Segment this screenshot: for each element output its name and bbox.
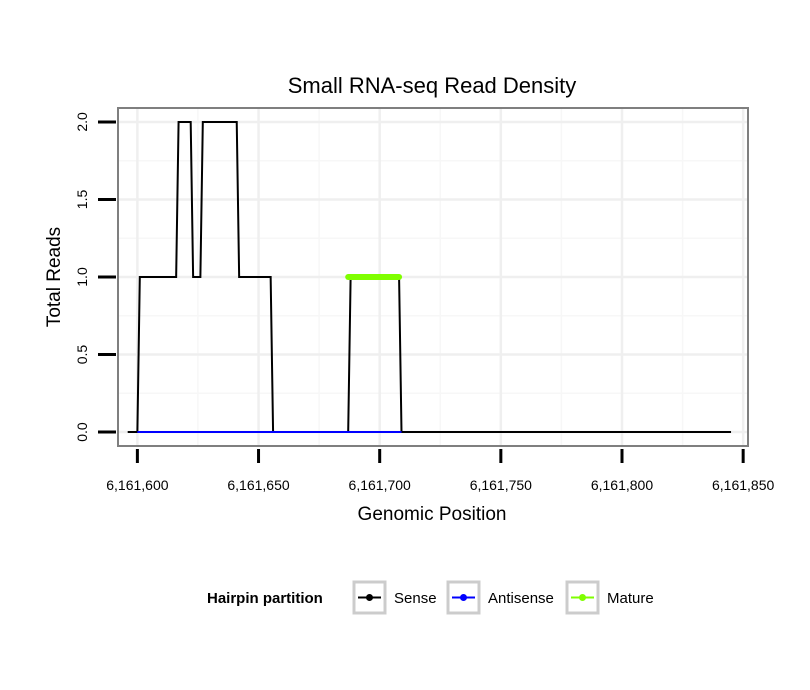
y-tick-label: 0.5 [74,345,90,365]
legend-key-point [579,594,586,601]
y-axis-title: Total Reads [44,227,65,327]
legend-label: Sense [394,590,437,607]
panel-border [117,107,749,447]
legend-label: Mature [607,590,654,607]
x-axis: 6,161,600 6,161,650 6,161,700 6,161,750 6,16… [106,449,775,493]
x-tick-label: 6,161,850 [712,477,774,493]
x-tick-label: 6,161,600 [106,477,168,493]
x-axis-title: Genomic Position [358,504,507,525]
y-tick-label: 0.0 [74,422,90,442]
legend-entry-sense: Sense [352,580,437,615]
legend-title: Hairpin partition [207,590,323,607]
legend-key-point [366,594,373,601]
x-tick-label: 6,161,700 [349,477,411,493]
legend-entry-antisense: Antisense [446,580,554,615]
legend-entry-mature: Mature [565,580,654,615]
x-tick-label: 6,161,750 [470,477,532,493]
y-tick-label: 1.0 [74,267,90,287]
grid [118,108,748,446]
x-tick-label: 6,161,800 [591,477,653,493]
legend-key-point [460,594,467,601]
series-layer [127,120,732,434]
chart-title: Small RNA-seq Read Density [288,73,577,98]
y-tick-label: 2.0 [74,112,90,132]
x-tick-label: 6,161,650 [227,477,289,493]
legend-label: Antisense [488,590,554,607]
y-axis: 0.0 0.5 1.0 1.5 2.0 [74,112,116,442]
y-tick-label: 1.5 [74,190,90,210]
legend: Hairpin partition Sense Antisense Mature [207,580,654,615]
